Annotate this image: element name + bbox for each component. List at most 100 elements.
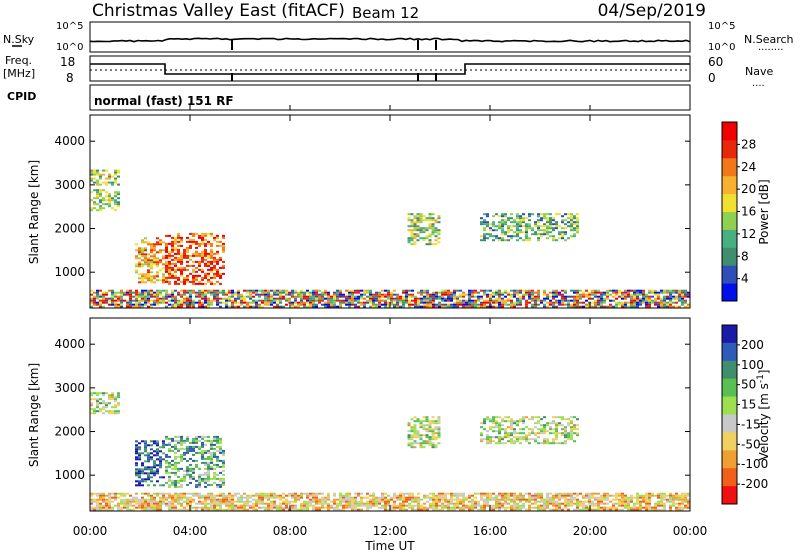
echo-cell xyxy=(419,219,423,222)
echo-cell xyxy=(594,299,597,302)
echo-cell xyxy=(108,201,111,204)
echo-cell xyxy=(495,442,498,445)
echo-cell xyxy=(360,293,363,296)
echo-cell xyxy=(555,424,558,427)
echo-cell xyxy=(168,276,171,279)
echo-cell xyxy=(549,221,552,224)
echo-cell xyxy=(108,297,111,300)
echo-cell xyxy=(615,301,618,304)
echo-cell xyxy=(606,291,609,294)
echo-cell xyxy=(552,498,555,501)
echo-cell xyxy=(498,438,501,441)
echo-cell xyxy=(357,494,360,497)
echo-cell xyxy=(410,446,414,449)
echo-cell xyxy=(270,500,273,503)
echo-cell xyxy=(90,177,93,180)
echo-cell xyxy=(434,243,438,246)
echo-cell xyxy=(462,291,465,294)
echo-cell xyxy=(507,219,510,222)
echo-cell xyxy=(441,494,444,497)
echo-cell xyxy=(312,291,315,294)
echo-cell xyxy=(681,295,684,298)
echo-cell xyxy=(93,181,96,184)
echo-cell xyxy=(183,506,186,509)
echo-cell xyxy=(231,305,234,308)
echo-cell xyxy=(174,240,177,243)
echo-cell xyxy=(576,498,579,501)
echo-cell xyxy=(636,299,639,302)
echo-cell xyxy=(189,272,192,275)
echo-cell xyxy=(276,299,279,302)
echo-cell xyxy=(633,301,636,304)
echo-cell xyxy=(108,398,111,401)
echo-cell xyxy=(462,303,465,306)
echo-cell xyxy=(165,291,168,294)
echo-cell xyxy=(390,293,393,296)
echo-cell xyxy=(428,428,432,431)
echo-cell xyxy=(540,432,543,435)
echo-cell xyxy=(165,504,168,507)
echo-cell xyxy=(147,275,150,278)
echo-cell xyxy=(213,494,216,497)
echo-cell xyxy=(513,303,516,306)
echo-cell xyxy=(369,295,372,298)
echo-cell xyxy=(618,301,621,304)
echo-cell xyxy=(411,498,414,501)
echo-cell xyxy=(162,484,165,487)
echo-cell xyxy=(510,504,513,507)
echo-cell xyxy=(156,243,159,246)
echo-cell xyxy=(555,289,558,292)
echo-cell xyxy=(495,235,498,238)
echo-cell xyxy=(339,496,342,499)
echo-cell xyxy=(327,504,330,507)
echo-cell xyxy=(669,303,672,306)
echo-cell xyxy=(357,305,360,308)
echo-cell xyxy=(495,237,498,240)
echo-cell xyxy=(303,301,306,304)
echo-cell xyxy=(519,442,522,445)
echo-cell xyxy=(585,305,588,308)
echo-cell xyxy=(516,303,519,306)
echo-cell xyxy=(528,297,531,300)
echo-cell xyxy=(150,500,153,503)
echo-cell xyxy=(159,297,162,300)
echo-cell xyxy=(174,282,177,285)
echo-cell xyxy=(510,303,513,306)
echo-cell xyxy=(294,496,297,499)
echo-cell xyxy=(405,500,408,503)
echo-cell xyxy=(294,504,297,507)
echo-cell xyxy=(111,301,114,304)
echo-cell xyxy=(180,508,183,511)
echo-cell xyxy=(645,500,648,503)
echo-cell xyxy=(407,444,411,447)
echo-cell xyxy=(309,295,312,298)
echo-cell xyxy=(381,500,384,503)
echo-cell xyxy=(210,447,213,450)
echo-cell xyxy=(111,197,114,200)
echo-cell xyxy=(639,500,642,503)
echo-cell xyxy=(327,494,330,497)
echo-cell xyxy=(558,416,561,419)
echo-cell xyxy=(153,466,156,469)
echo-cell xyxy=(492,305,495,308)
echo-cell xyxy=(567,213,570,216)
echo-cell xyxy=(165,461,168,464)
echo-cell xyxy=(213,435,216,438)
echo-cell xyxy=(174,504,177,507)
echo-cell xyxy=(96,502,99,505)
echo-cell xyxy=(419,221,423,224)
echo-cell xyxy=(114,496,117,499)
echo-cell xyxy=(537,303,540,306)
echo-cell xyxy=(159,293,162,296)
echo-cell xyxy=(543,299,546,302)
echo-cell xyxy=(489,297,492,300)
echo-cell xyxy=(99,191,102,194)
echo-cell xyxy=(189,492,192,495)
echo-cell xyxy=(153,492,156,495)
colorbar-segment xyxy=(722,486,737,505)
echo-cell xyxy=(645,496,648,499)
echo-cell xyxy=(93,173,96,176)
echo-cell xyxy=(510,494,513,497)
echo-cell xyxy=(204,471,207,474)
echo-cell xyxy=(186,256,189,259)
